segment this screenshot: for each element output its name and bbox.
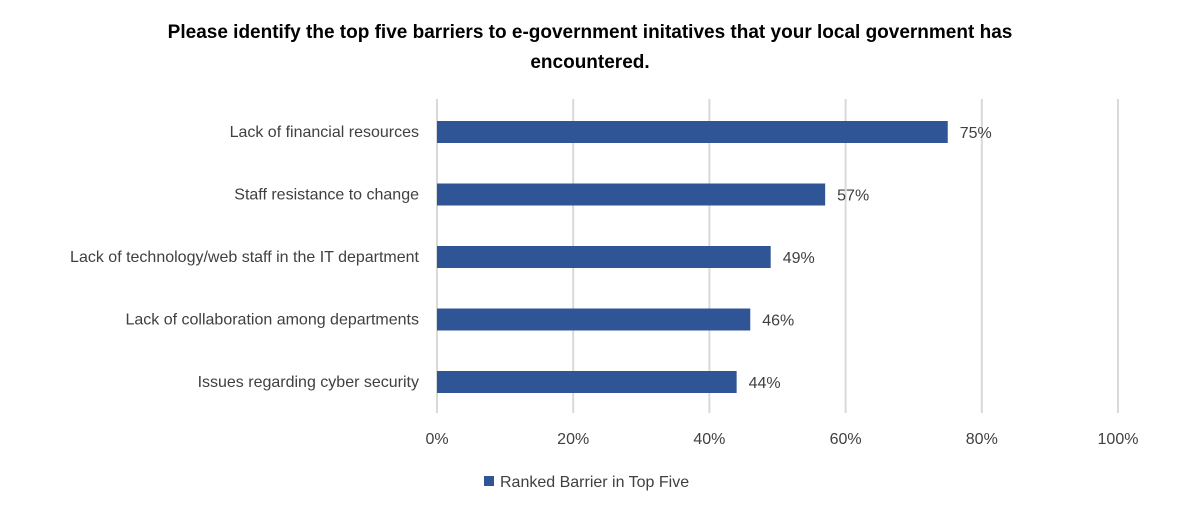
x-tick-label: 80% [966, 431, 998, 448]
category-label: Lack of technology/web staff in the IT d… [70, 249, 420, 266]
category-label: Staff resistance to change [234, 187, 419, 204]
data-label: 49% [783, 250, 815, 267]
legend-label: Ranked Barrier in Top Five [500, 474, 689, 491]
bar [437, 246, 771, 268]
legend-swatch [484, 476, 494, 486]
bars [437, 121, 948, 393]
data-label: 75% [960, 125, 992, 142]
bar [437, 371, 737, 393]
category-label: Lack of financial resources [230, 124, 419, 141]
category-labels: Lack of financial resources Staff resista… [70, 124, 420, 391]
category-label: Lack of collaboration among departments [125, 312, 419, 329]
category-label: Issues regarding cyber security [198, 374, 419, 391]
data-label: 57% [837, 188, 869, 205]
chart-title: Please identify the top five barriers to… [167, 22, 1013, 73]
x-tick-label: 100% [1098, 431, 1139, 448]
bar [437, 308, 751, 331]
data-label: 46% [762, 313, 794, 330]
x-tick-label: 60% [830, 431, 862, 448]
legend: Ranked Barrier in Top Five [484, 474, 689, 491]
x-tick-label: 0% [425, 431, 448, 448]
x-tick-label: 20% [557, 431, 589, 448]
data-labels: 75% 57% 49% 46% 44% [749, 125, 992, 392]
data-label: 44% [749, 375, 781, 392]
x-axis-tick-labels: 0% 20% 40% 60% 80% 100% [425, 431, 1138, 448]
bar [437, 183, 826, 206]
bar [437, 121, 948, 143]
x-tick-label: 40% [693, 431, 725, 448]
